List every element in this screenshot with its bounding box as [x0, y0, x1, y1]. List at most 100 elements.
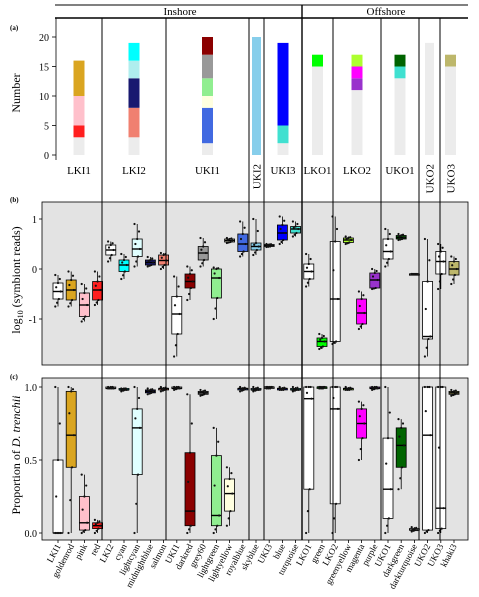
data-point — [415, 272, 418, 276]
data-point — [93, 270, 96, 273]
data-point — [202, 245, 205, 248]
data-point — [93, 531, 96, 535]
data-point — [344, 242, 347, 246]
panel-label-a: (a) — [10, 24, 19, 32]
panel-c-x-tick-labels: LKI1goldenrodpinkredLKI2cyanlightcyanmid… — [45, 540, 459, 591]
data-point — [159, 390, 162, 393]
data-point — [81, 508, 84, 511]
data-point — [188, 451, 192, 454]
data-point — [452, 278, 455, 281]
data-point — [80, 282, 83, 286]
data-point — [384, 531, 387, 535]
data-point — [398, 235, 401, 238]
data-point — [319, 338, 322, 341]
y-tick-label: 0 — [44, 151, 49, 162]
data-point — [423, 531, 426, 535]
data-point — [97, 527, 100, 530]
box-body — [422, 281, 434, 340]
data-point — [107, 240, 110, 243]
bar-segment-uki1 — [202, 54, 213, 79]
data-point — [441, 385, 444, 389]
box-body — [131, 408, 143, 475]
data-point — [306, 281, 309, 284]
data-point — [59, 531, 62, 535]
data-point — [254, 241, 258, 245]
data-point — [80, 473, 83, 476]
bar-segment-uki2 — [252, 37, 261, 155]
panel-a-site-labels: LKI1 LKI2 UKI1 UKI2 UKI3 LKO1 LKO2 UKO1 UKO2 UKO3 — [67, 164, 457, 194]
data-point — [227, 241, 230, 244]
data-point — [268, 385, 271, 389]
data-point — [323, 340, 326, 343]
data-point — [359, 447, 362, 451]
data-point — [455, 267, 458, 271]
data-point — [297, 227, 300, 231]
data-point — [452, 260, 456, 263]
data-point — [428, 385, 431, 389]
data-point — [71, 388, 75, 391]
data-point — [178, 312, 181, 316]
data-point — [161, 389, 164, 392]
data-point — [67, 385, 70, 389]
data-point — [204, 391, 207, 394]
data-point — [397, 232, 400, 236]
data-point — [189, 524, 192, 527]
data-point — [138, 426, 141, 429]
data-point — [94, 284, 97, 287]
data-point — [229, 510, 232, 513]
data-point — [124, 255, 127, 259]
data-point — [334, 385, 337, 389]
data-point — [318, 347, 321, 351]
data-point — [173, 355, 176, 358]
data-point — [162, 387, 165, 390]
data-point — [386, 437, 390, 440]
data-point — [427, 337, 430, 341]
data-point — [386, 237, 390, 241]
panel-c-ylabel: Proportion of D. trenchii — [9, 396, 23, 515]
data-point — [453, 273, 456, 277]
data-point — [455, 391, 458, 394]
bar-segment-lko2 — [351, 54, 363, 67]
data-point — [190, 269, 193, 272]
data-point — [216, 296, 219, 300]
data-point — [231, 239, 234, 242]
data-point — [230, 237, 233, 240]
data-point — [269, 245, 272, 248]
box-body — [356, 298, 368, 325]
data-point — [372, 287, 375, 290]
data-point — [296, 222, 299, 226]
data-point — [359, 325, 362, 328]
data-point — [423, 355, 426, 358]
header-band: Inshore Offshore — [55, 4, 468, 19]
data-point — [231, 492, 234, 495]
data-point — [173, 388, 176, 392]
data-point — [350, 238, 353, 242]
data-point — [216, 524, 219, 527]
bar-segment-lko2 — [351, 66, 363, 79]
data-point — [151, 257, 154, 260]
data-point — [71, 466, 74, 469]
data-point — [188, 272, 192, 276]
box-body — [435, 251, 447, 275]
y-tick-label: 5 — [44, 122, 49, 133]
data-point — [188, 292, 191, 296]
data-point — [175, 385, 178, 389]
data-point — [357, 458, 360, 462]
bar-segment-uki1 — [202, 37, 213, 55]
data-point — [122, 387, 126, 390]
data-point — [67, 270, 70, 273]
data-point — [254, 387, 258, 390]
bar-segment-uko2 — [425, 42, 434, 155]
box-body — [171, 296, 183, 335]
data-point — [133, 531, 136, 535]
x-tick-label: pink — [73, 542, 90, 561]
data-point — [99, 288, 102, 292]
data-point — [307, 385, 310, 389]
data-point — [163, 263, 166, 267]
data-point — [150, 263, 153, 267]
data-point — [56, 458, 60, 462]
data-point — [283, 219, 286, 222]
data-point — [190, 422, 193, 425]
panel-b-ylabel: log10 (symbiont reads) — [9, 226, 25, 333]
data-point — [212, 266, 215, 269]
